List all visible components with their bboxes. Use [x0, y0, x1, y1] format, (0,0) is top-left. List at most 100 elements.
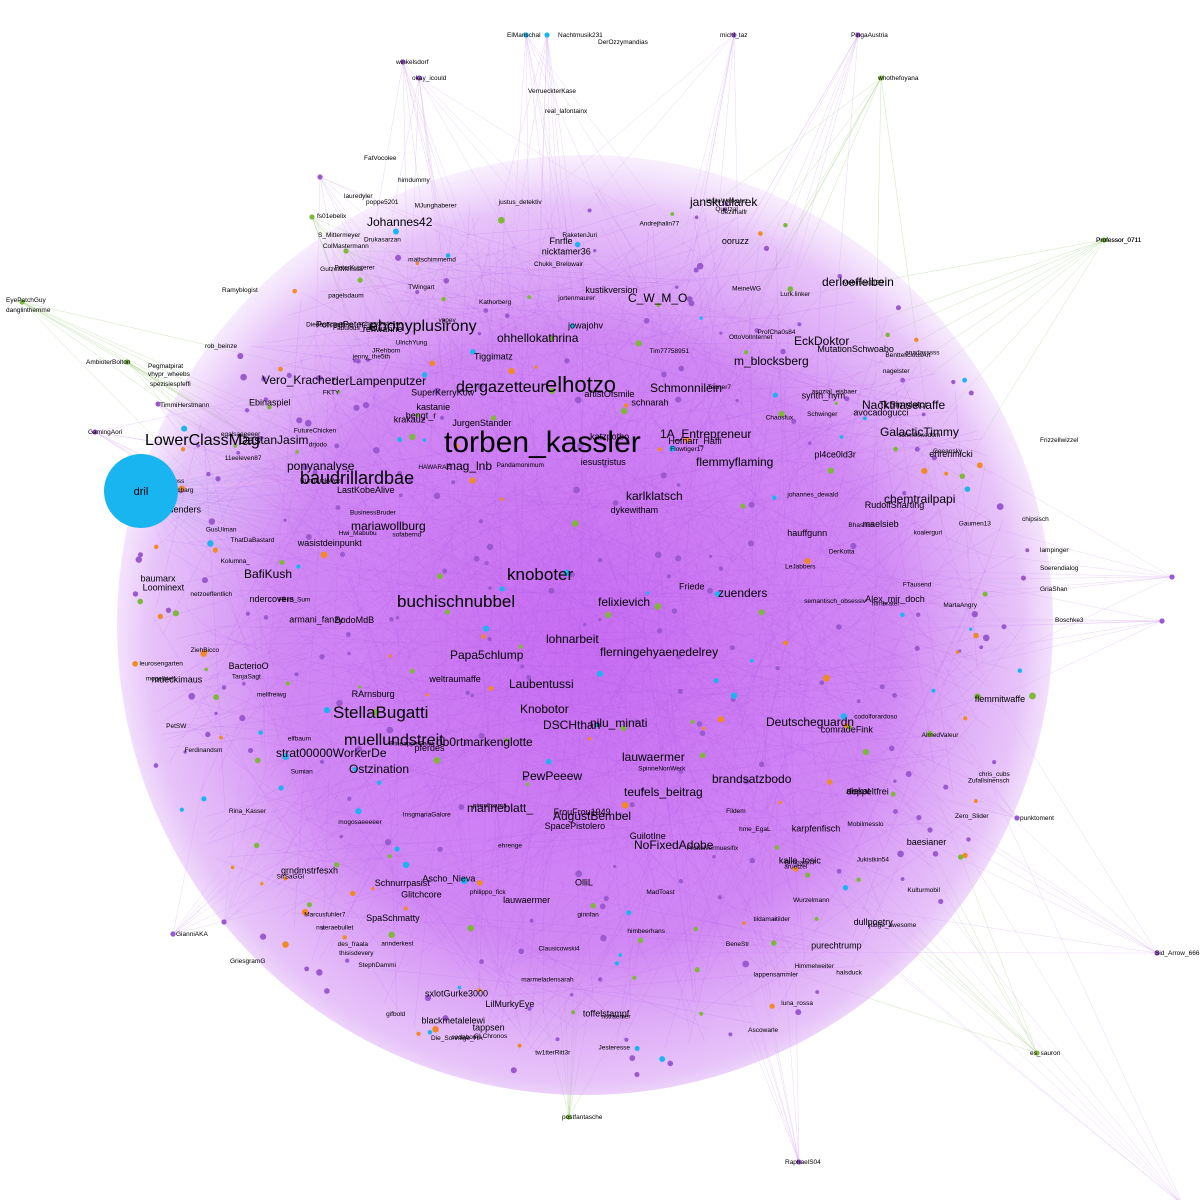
- node[interactable]: [570, 993, 574, 997]
- node[interactable]: [260, 882, 264, 886]
- node[interactable]: [943, 784, 949, 790]
- node[interactable]: [135, 556, 143, 563]
- node[interactable]: [394, 846, 400, 852]
- node[interactable]: [742, 921, 746, 925]
- node[interactable]: [323, 707, 331, 714]
- node[interactable]: [598, 618, 602, 622]
- node[interactable]: [676, 483, 681, 487]
- node[interactable]: [808, 441, 812, 445]
- node[interactable]: [424, 994, 432, 1001]
- node[interactable]: [926, 730, 934, 738]
- node[interactable]: [815, 990, 820, 994]
- node[interactable]: [517, 1043, 522, 1048]
- node[interactable]: [916, 815, 922, 821]
- node[interactable]: [337, 390, 341, 394]
- node[interactable]: [214, 711, 218, 716]
- node[interactable]: [890, 791, 896, 797]
- node[interactable]: [656, 302, 661, 307]
- node[interactable]: [439, 415, 445, 421]
- node[interactable]: [555, 1037, 560, 1042]
- node[interactable]: [600, 934, 607, 942]
- node[interactable]: [282, 941, 289, 948]
- node[interactable]: [353, 404, 360, 411]
- node[interactable]: [962, 377, 968, 383]
- node[interactable]: [758, 231, 763, 236]
- node[interactable]: [897, 850, 904, 858]
- node[interactable]: [179, 807, 184, 812]
- node[interactable]: [979, 645, 984, 650]
- node[interactable]: [850, 542, 857, 550]
- node[interactable]: [212, 547, 218, 553]
- node[interactable]: [377, 780, 382, 785]
- node[interactable]: [814, 916, 819, 921]
- node[interactable]: [840, 713, 847, 720]
- node[interactable]: [645, 591, 650, 595]
- node[interactable]: [207, 540, 214, 547]
- node[interactable]: [893, 779, 897, 783]
- node[interactable]: [457, 985, 462, 990]
- node[interactable]: [497, 216, 505, 224]
- node[interactable]: [1169, 574, 1175, 580]
- node[interactable]: [215, 476, 221, 482]
- node[interactable]: [488, 586, 492, 590]
- node[interactable]: [905, 770, 912, 777]
- node[interactable]: [603, 463, 608, 469]
- node[interactable]: [138, 552, 143, 558]
- node[interactable]: [677, 688, 683, 695]
- node[interactable]: [973, 799, 978, 803]
- node[interactable]: [403, 906, 408, 911]
- node[interactable]: [347, 651, 351, 656]
- node[interactable]: [306, 902, 313, 908]
- node[interactable]: [305, 534, 312, 541]
- node[interactable]: [1017, 668, 1023, 673]
- node[interactable]: [470, 349, 476, 355]
- node[interactable]: [678, 879, 684, 884]
- node[interactable]: [392, 228, 399, 235]
- node[interactable]: [701, 726, 706, 731]
- node[interactable]: [355, 808, 362, 815]
- node[interactable]: [178, 485, 185, 492]
- node[interactable]: [420, 814, 425, 818]
- node[interactable]: [827, 467, 835, 474]
- node[interactable]: [717, 716, 725, 723]
- node[interactable]: [855, 32, 861, 38]
- node[interactable]: [914, 446, 920, 452]
- node[interactable]: [285, 681, 290, 686]
- node[interactable]: [196, 443, 200, 448]
- node[interactable]: [205, 731, 211, 738]
- node[interactable]: [221, 685, 227, 690]
- node[interactable]: [296, 417, 303, 424]
- node[interactable]: [656, 628, 663, 634]
- node[interactable]: [792, 866, 799, 872]
- node[interactable]: [508, 367, 515, 375]
- node[interactable]: [836, 868, 842, 874]
- node[interactable]: [713, 678, 719, 684]
- node[interactable]: [694, 967, 700, 973]
- node[interactable]: [317, 174, 323, 180]
- node[interactable]: [629, 1055, 636, 1061]
- node[interactable]: [571, 520, 579, 527]
- node[interactable]: [699, 316, 703, 320]
- node[interactable]: [654, 551, 662, 559]
- node[interactable]: [398, 493, 403, 498]
- node[interactable]: [441, 296, 446, 302]
- node[interactable]: [415, 289, 420, 295]
- node[interactable]: [320, 551, 328, 559]
- node[interactable]: [963, 716, 968, 721]
- node[interactable]: [623, 403, 629, 408]
- node[interactable]: [844, 396, 850, 402]
- node[interactable]: [787, 286, 794, 292]
- node[interactable]: [667, 1060, 674, 1067]
- node[interactable]: [397, 437, 403, 443]
- node[interactable]: [660, 472, 667, 479]
- node[interactable]: [463, 741, 468, 745]
- node[interactable]: [257, 435, 263, 442]
- node[interactable]: [486, 543, 494, 551]
- node[interactable]: [283, 518, 287, 522]
- node[interactable]: [153, 763, 159, 768]
- node[interactable]: [743, 777, 750, 785]
- node[interactable]: [371, 887, 375, 891]
- node[interactable]: [283, 876, 288, 881]
- node[interactable]: [263, 615, 269, 620]
- node[interactable]: [634, 719, 639, 725]
